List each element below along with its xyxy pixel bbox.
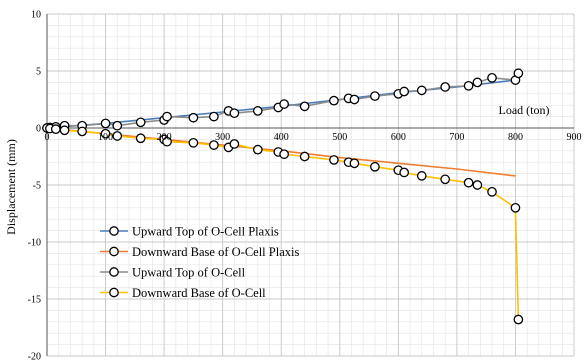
- data-point: [162, 111, 172, 122]
- x-tick-label: 300: [215, 132, 230, 143]
- data-point: [399, 86, 410, 97]
- data-point: [487, 186, 497, 197]
- data-point: [349, 94, 360, 105]
- x-tick-label: 100: [98, 132, 113, 143]
- data-point: [370, 91, 380, 101]
- legend-entry-label: Downward Base of O-Cell Plaxis: [132, 245, 299, 259]
- series-layer: [42, 68, 524, 325]
- data-point: [188, 137, 199, 148]
- data-point: [100, 128, 111, 139]
- grid: [46, 13, 575, 357]
- data-point: [416, 85, 427, 96]
- data-point: [77, 126, 87, 137]
- data-point: [59, 125, 70, 136]
- data-point: [440, 174, 451, 185]
- legend-entry-label: Downward Base of O-Cell: [132, 286, 266, 300]
- data-point: [209, 111, 219, 122]
- x-tick-label: 800: [508, 132, 523, 143]
- data-point: [299, 151, 310, 162]
- legend: Upward Top of O-Cell Plaxis Downward Base…: [100, 225, 299, 300]
- legend-marker: [109, 267, 119, 277]
- data-point: [349, 158, 360, 169]
- x-tick-label: 0: [45, 132, 50, 143]
- data-point: [416, 171, 427, 181]
- data-point: [329, 155, 339, 165]
- data-point: [229, 139, 240, 149]
- data-point: [112, 131, 123, 141]
- data-point: [370, 161, 380, 172]
- data-point: [513, 314, 524, 325]
- y-tick-label: -15: [28, 295, 41, 306]
- axes: [46, 14, 574, 356]
- data-point: [279, 99, 289, 109]
- legend-entry-label: Upward Top of O-Cell: [132, 266, 246, 280]
- x-tick-label: 700: [449, 132, 464, 143]
- data-point: [329, 95, 339, 106]
- y-tick-label: -5: [33, 181, 41, 192]
- x-tick-label: 200: [157, 132, 172, 143]
- tick-labels: 0 100 200 300 400 500 600 700 800 900 -20 -15 -10 -5 0…: [28, 10, 582, 360]
- data-point: [279, 149, 289, 160]
- y-tick-label: -20: [28, 352, 41, 360]
- data-point: [135, 117, 146, 128]
- data-point: [472, 180, 483, 190]
- y-tick-label: 0: [36, 124, 41, 135]
- y-tick-label: 10: [31, 10, 41, 21]
- data-point: [252, 144, 263, 155]
- data-point: [50, 124, 61, 134]
- x-axis-label: Load (ton): [499, 103, 550, 117]
- data-point: [463, 177, 474, 188]
- data-point: [440, 82, 451, 92]
- data-point: [188, 112, 199, 123]
- data-point: [510, 202, 521, 213]
- x-tick-label: 600: [391, 132, 406, 143]
- data-point: [463, 80, 474, 91]
- data-point: [135, 133, 146, 144]
- y-tick-label: -10: [28, 238, 41, 249]
- data-point: [299, 101, 310, 112]
- data-point: [100, 118, 111, 129]
- data-point: [252, 106, 263, 116]
- y-tick-label: 5: [36, 67, 41, 78]
- data-point: [513, 68, 524, 79]
- x-tick-label: 900: [567, 132, 582, 143]
- legend-marker: [109, 226, 119, 236]
- data-point: [229, 108, 240, 119]
- x-tick-label: 400: [274, 132, 289, 143]
- x-tick-label: 500: [332, 132, 347, 143]
- legend-entry-label: Upward Top of O-Cell Plaxis: [132, 225, 279, 239]
- y-axis-label: Displacement (mm): [4, 139, 18, 235]
- data-point: [112, 120, 123, 131]
- data-point: [399, 167, 410, 178]
- data-point: [472, 77, 483, 88]
- data-point: [209, 140, 219, 150]
- legend-marker: [109, 246, 119, 257]
- data-point: [487, 72, 497, 83]
- data-point: [162, 136, 172, 147]
- legend-marker: [109, 287, 119, 298]
